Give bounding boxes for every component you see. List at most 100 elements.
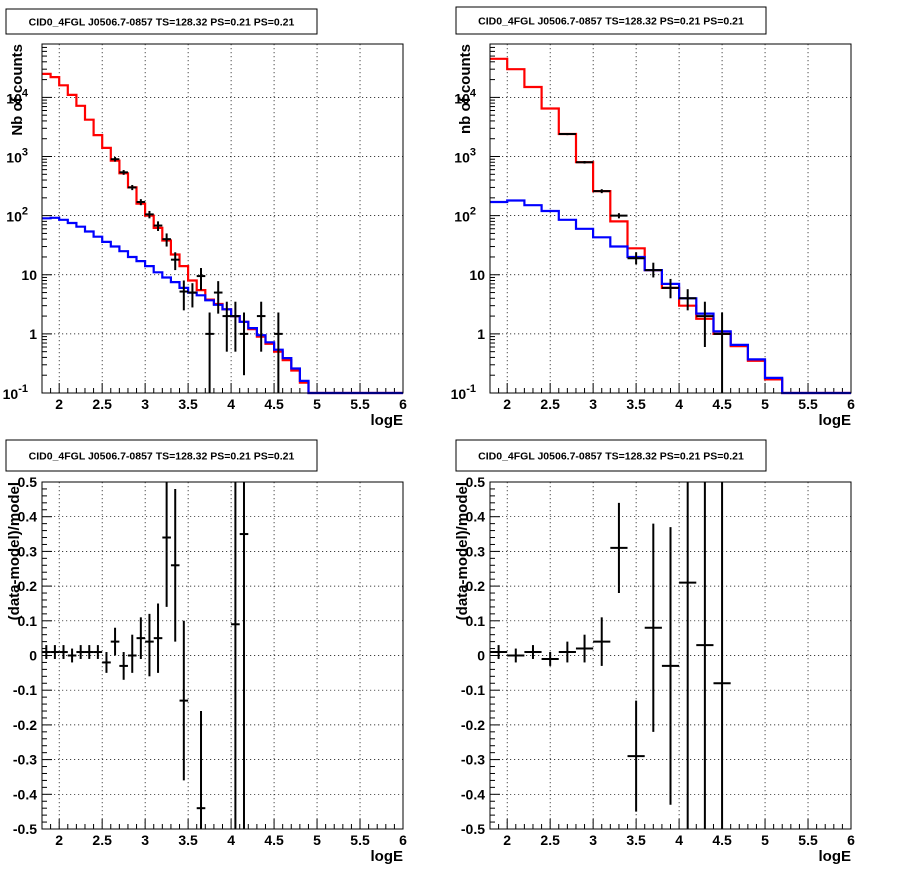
data-point (50, 645, 60, 659)
y-tick-label: 10-1 (451, 383, 476, 402)
data-point (696, 482, 714, 829)
y-tick-label: 1 (477, 326, 485, 342)
y-tick-label: -0.4 (13, 786, 37, 802)
title-box (5, 8, 318, 35)
data-point (153, 221, 163, 231)
data-point (575, 634, 594, 663)
data-point (127, 634, 137, 673)
x-tick-label: 5.5 (798, 832, 818, 848)
data-point (93, 645, 103, 659)
data-point (231, 482, 240, 829)
y-tick-label: 0.4 (18, 509, 38, 525)
data-point (610, 213, 628, 219)
data-point (627, 700, 645, 812)
title-box (5, 439, 318, 472)
data-point (102, 652, 111, 673)
x-tick-label: 2 (503, 832, 511, 848)
data-point (696, 301, 714, 347)
data-point (162, 482, 171, 607)
y-tick-label: 0.1 (466, 613, 486, 629)
x-tick-label: 5.5 (798, 396, 818, 412)
y-axis-label: nb of counts (457, 44, 474, 134)
x-tick-label: 5.5 (350, 396, 370, 412)
x-tick-label: 3.5 (178, 832, 198, 848)
y-tick-label: 0.2 (466, 578, 486, 594)
y-tick-exponent: 3 (470, 147, 476, 159)
data-point (593, 617, 611, 666)
chart-title: CID0_4FGL J0506.7-0857 TS=128.32 PS=0.21… (29, 451, 295, 463)
x-tick-label: 2.5 (92, 832, 112, 848)
x-tick-label: 2 (55, 832, 63, 848)
data-point (222, 301, 232, 352)
x-tick-label: 5 (761, 832, 769, 848)
data-point (136, 199, 146, 206)
x-tick-label: 3 (589, 832, 597, 848)
data-point (541, 652, 559, 666)
plot-frame (41, 481, 404, 830)
x-axis-label: logE (371, 412, 404, 429)
data-point (110, 157, 120, 162)
data-point (274, 312, 283, 393)
data-points (42, 482, 249, 829)
x-tick-label: 3 (141, 396, 149, 412)
y-tick-label: -0.3 (13, 752, 37, 768)
data-point (59, 645, 68, 659)
data-point (558, 641, 576, 663)
data-point (524, 645, 542, 659)
x-tick-label: 4.5 (264, 396, 284, 412)
y-tick-label: 0.5 (466, 474, 486, 490)
data-point (661, 527, 680, 805)
data-point (119, 170, 128, 175)
x-tick-label: 3.5 (178, 396, 198, 412)
data-point (575, 160, 594, 164)
x-tick-label: 4 (227, 832, 235, 848)
x-tick-label: 4 (675, 832, 683, 848)
y-tick-label: -0.2 (461, 717, 485, 733)
data-point (256, 301, 266, 352)
plot-frame (41, 43, 404, 394)
title-box (455, 439, 767, 472)
y-tick-label: 10 (469, 267, 485, 283)
data-point (196, 268, 206, 291)
chart-panel-3: CID0_4FGL J0506.7-0857 TS=128.32 PS=0.21… (5, 439, 407, 865)
y-tick-label: -0.5 (461, 821, 485, 837)
plot-frame (489, 481, 852, 830)
x-axis-label: logE (819, 848, 852, 865)
y-tick-label: 102 (454, 206, 476, 225)
y-tick-label: -0.5 (13, 821, 37, 837)
chart-title: CID0_4FGL J0506.7-0857 TS=128.32 PS=0.21… (29, 17, 295, 29)
y-tick-label: -0.1 (461, 682, 485, 698)
x-tick-label: 4.5 (712, 832, 732, 848)
y-axis-label: (data-model)/model (6, 482, 23, 620)
data-point (239, 482, 249, 829)
title-box (455, 6, 767, 35)
data-point (713, 312, 731, 393)
data-point (610, 502, 628, 594)
data-point (136, 617, 146, 659)
x-tick-label: 4.5 (264, 832, 284, 848)
data-point (153, 603, 163, 673)
x-tick-label: 5 (313, 832, 321, 848)
data-points (110, 157, 283, 393)
data-point (76, 645, 85, 659)
x-tick-label: 6 (847, 832, 855, 848)
y-tick-label: -0.1 (13, 682, 37, 698)
y-tick-label: 0.1 (18, 613, 38, 629)
x-tick-label: 3.5 (626, 832, 646, 848)
y-tick-label: 0.3 (18, 543, 38, 559)
data-point (145, 613, 154, 677)
y-tick-label: 1 (29, 326, 37, 342)
x-tick-label: 3.5 (626, 396, 646, 412)
data-point (162, 233, 171, 247)
x-tick-label: 5 (761, 396, 769, 412)
data-point (170, 488, 180, 642)
x-tick-label: 6 (847, 396, 855, 412)
data-point (110, 627, 120, 656)
y-tick-label: 0.3 (466, 543, 486, 559)
data-point (179, 620, 189, 781)
y-tick-label: 10 (21, 267, 37, 283)
data-points (490, 482, 731, 829)
chart-panel-4: CID0_4FGL J0506.7-0857 TS=128.32 PS=0.21… (454, 439, 855, 865)
data-point (67, 648, 77, 663)
data-point (713, 482, 731, 829)
